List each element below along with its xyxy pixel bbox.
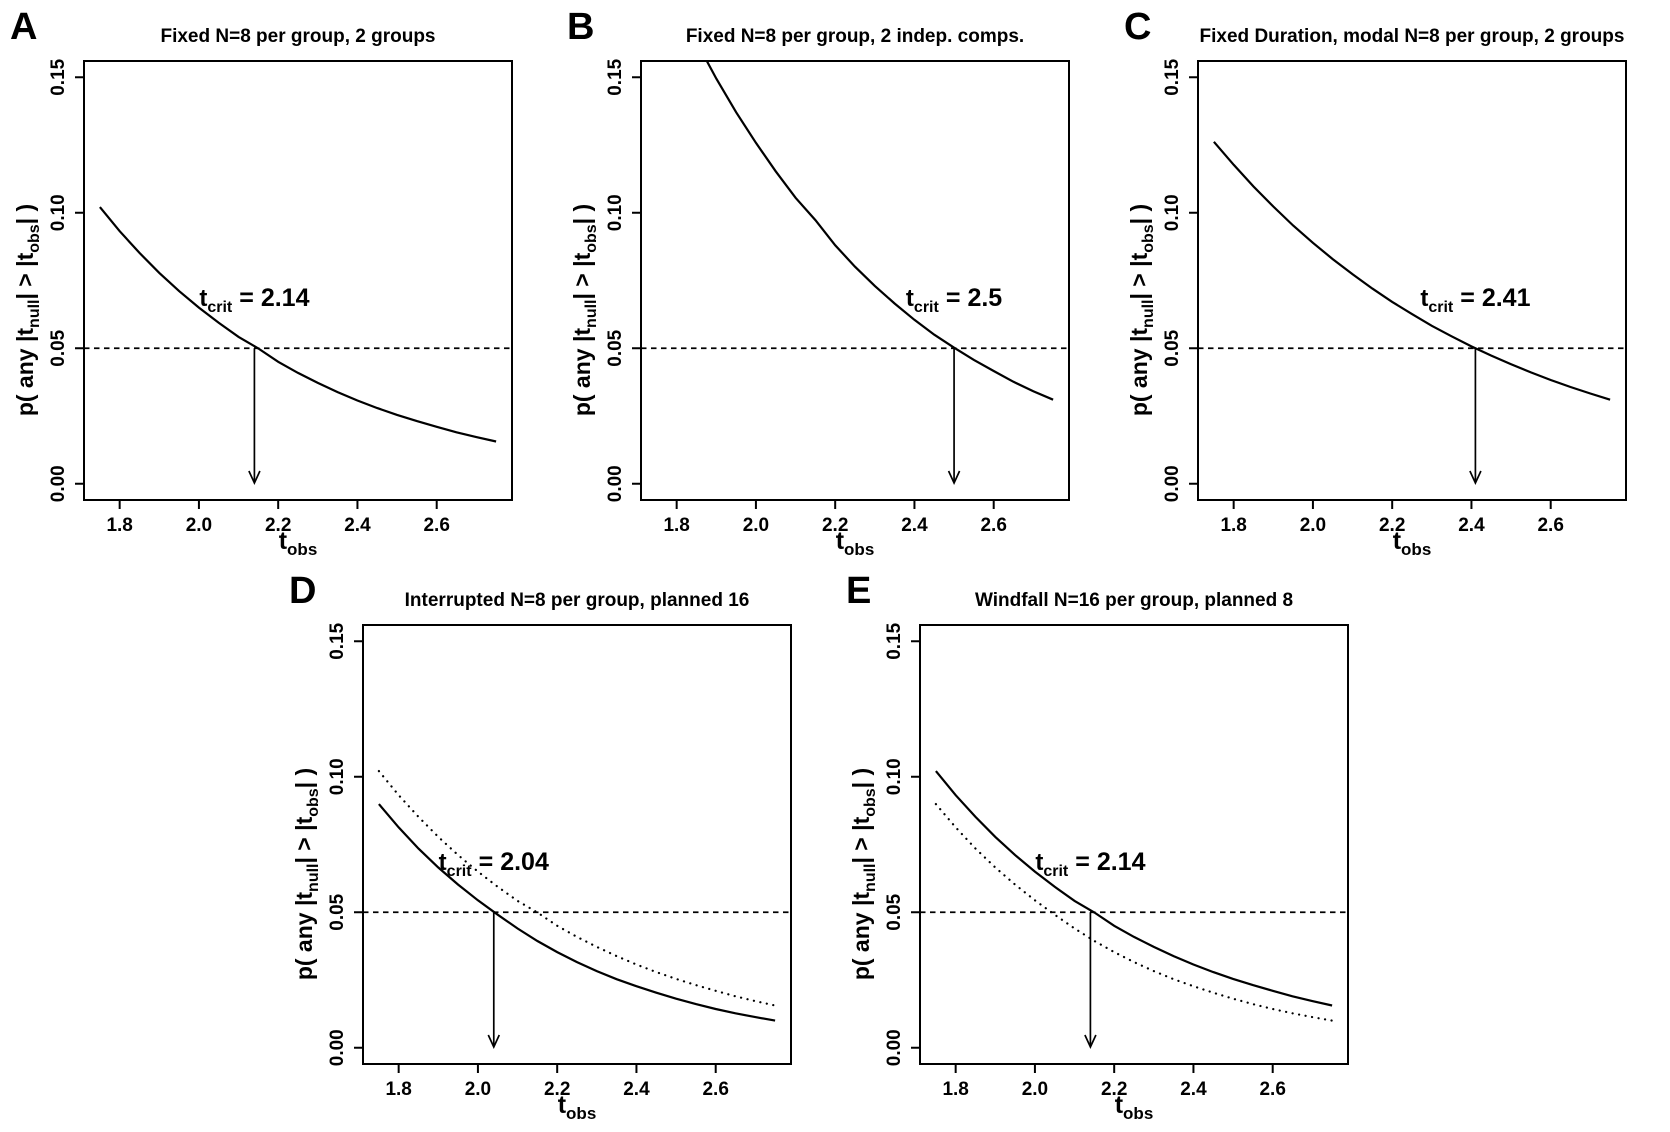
- y-axis-label: p( any |tnull| > |tobs| ): [848, 768, 879, 980]
- curve-solid: [935, 770, 1333, 1007]
- curve-dotted: [934, 803, 1334, 1022]
- y-axis-label: p( any |tnull| > |tobs| ): [12, 204, 43, 416]
- x-tick-label: 2.2: [1101, 1079, 1127, 1100]
- panel-title: Fixed N=8 per group, 2 groups: [160, 26, 436, 47]
- panel-letter: A: [10, 6, 38, 48]
- x-tick-label: 2.6: [980, 515, 1006, 536]
- panel-C: C Fixed Duration, modal N=8 per group, 2 …: [1114, 0, 1670, 556]
- x-tick-label: 2.6: [1537, 515, 1563, 536]
- plot-svg: 0.00 0.05 0.10 0.15 1.8 2.0 2.2 2.4 2.6 tobs p( an…: [1126, 58, 1627, 556]
- x-tick-label: 1.8: [942, 1079, 968, 1100]
- y-tick-label: 0.15: [48, 58, 69, 95]
- plot-box: [919, 624, 1349, 1065]
- x-tick-label: 2.6: [702, 1079, 728, 1100]
- y-tick-label: 0.00: [884, 1029, 905, 1066]
- curve-solid: [99, 206, 497, 443]
- curve-solid: [705, 61, 1054, 401]
- panel-E: E Windfall N=16 per group, planned 8 0.00 0…: [836, 564, 1392, 1120]
- plot-box: [640, 60, 1070, 501]
- y-axis-label: p( any |tnull| > |tobs| ): [291, 768, 322, 980]
- panel-B: B Fixed N=8 per group, 2 indep. comps. 0.0…: [557, 0, 1113, 556]
- x-tick-label: 2.4: [901, 515, 928, 536]
- y-tick-label: 0.15: [884, 622, 905, 659]
- x-axis-label: tobs: [1115, 1091, 1154, 1120]
- x-tick-label: 2.4: [1180, 1079, 1207, 1100]
- panel-letter: C: [1124, 6, 1152, 48]
- plot-svg: 0.00 0.05 0.10 0.15 1.8 2.0 2.2 2.4 2.6 tobs p( an…: [848, 622, 1349, 1120]
- y-tick-label: 0.10: [327, 758, 348, 795]
- x-tick-label: 2.0: [186, 515, 212, 536]
- y-tick-label: 0.00: [48, 465, 69, 502]
- tcrit-label: tcrit = 2.14: [1035, 848, 1145, 880]
- panel-letter: B: [567, 6, 595, 48]
- y-tick-label: 0.05: [327, 893, 348, 930]
- x-axis-label: tobs: [279, 527, 318, 556]
- curve-solid: [378, 803, 776, 1022]
- y-tick-label: 0.10: [1162, 194, 1183, 231]
- plot-box: [83, 60, 513, 501]
- y-tick-label: 0.00: [605, 465, 626, 502]
- panel-A: A Fixed N=8 per group, 2 groups 0.00 0.05 0.…: [0, 0, 556, 556]
- tcrit-arrowhead: [947, 470, 961, 486]
- x-tick-label: 2.4: [1458, 515, 1485, 536]
- panel-title: Windfall N=16 per group, planned 8: [974, 590, 1294, 611]
- x-tick-label: 2.2: [544, 1079, 570, 1100]
- tcrit-arrowhead: [1469, 470, 1482, 486]
- curve-solid: [1213, 141, 1611, 401]
- x-tick-label: 2.6: [1259, 1079, 1285, 1100]
- y-axis-label: p( any |tnull| > |tobs| ): [569, 204, 600, 416]
- tcrit-arrowhead: [1084, 1034, 1097, 1050]
- x-tick-label: 1.8: [663, 515, 689, 536]
- x-tick-label: 2.2: [822, 515, 848, 536]
- y-tick-label: 0.05: [605, 329, 626, 366]
- x-axis-label: tobs: [1393, 527, 1432, 556]
- panel-title: Fixed N=8 per group, 2 indep. comps.: [685, 26, 1025, 47]
- tcrit-label: tcrit = 2.5: [906, 284, 1002, 316]
- plot-svg: 0.00 0.05 0.10 0.15 1.8 2.0 2.2 2.4 2.6 tobs p( an…: [291, 622, 792, 1120]
- plot-svg: 0.00 0.05 0.10 0.15 1.8 2.0 2.2 2.4 2.6 tobs p( an…: [12, 58, 513, 556]
- panel-title: Interrupted N=8 per group, planned 16: [404, 590, 750, 611]
- tcrit-label: tcrit = 2.14: [199, 284, 309, 316]
- y-tick-label: 0.05: [48, 329, 69, 366]
- plot-box: [362, 624, 792, 1065]
- panel-letter: E: [846, 570, 872, 612]
- y-tick-label: 0.15: [605, 58, 626, 95]
- plot-svg: 0.00 0.05 0.10 0.15 1.8 2.0 2.2 2.4 2.6 tobs p( an…: [569, 58, 1070, 556]
- tcrit-label: tcrit = 2.04: [439, 848, 549, 880]
- y-tick-label: 0.00: [327, 1029, 348, 1066]
- tcrit-arrowhead: [487, 1034, 501, 1050]
- x-tick-label: 2.2: [1379, 515, 1405, 536]
- y-axis-label: p( any |tnull| > |tobs| ): [1126, 204, 1157, 416]
- x-tick-label: 1.8: [1220, 515, 1246, 536]
- plot-box: [1197, 60, 1627, 501]
- y-tick-label: 0.15: [327, 622, 348, 659]
- x-tick-label: 2.6: [423, 515, 449, 536]
- x-tick-label: 2.2: [265, 515, 291, 536]
- panel-D: D Interrupted N=8 per group, planned 16 0.…: [279, 564, 835, 1120]
- y-tick-label: 0.05: [1162, 329, 1183, 366]
- panel-title: Fixed Duration, modal N=8 per group, 2 g…: [1199, 26, 1625, 47]
- x-tick-label: 2.4: [623, 1079, 650, 1100]
- y-tick-label: 0.00: [1162, 465, 1183, 502]
- x-tick-label: 1.8: [385, 1079, 411, 1100]
- curve-dotted: [377, 770, 777, 1007]
- x-axis-label: tobs: [558, 1091, 597, 1120]
- x-axis-label: tobs: [836, 527, 875, 556]
- y-tick-label: 0.05: [884, 893, 905, 930]
- tcrit-arrowhead: [248, 470, 261, 486]
- x-tick-label: 2.4: [344, 515, 371, 536]
- y-tick-label: 0.15: [1162, 58, 1183, 95]
- x-tick-label: 2.0: [743, 515, 769, 536]
- x-tick-label: 2.0: [1022, 1079, 1048, 1100]
- x-tick-label: 1.8: [106, 515, 132, 536]
- x-tick-label: 2.0: [465, 1079, 491, 1100]
- x-tick-label: 2.0: [1300, 515, 1326, 536]
- y-tick-label: 0.10: [48, 194, 69, 231]
- tcrit-label: tcrit = 2.41: [1420, 284, 1530, 316]
- y-tick-label: 0.10: [884, 758, 905, 795]
- y-tick-label: 0.10: [605, 194, 626, 231]
- panel-letter: D: [289, 570, 317, 612]
